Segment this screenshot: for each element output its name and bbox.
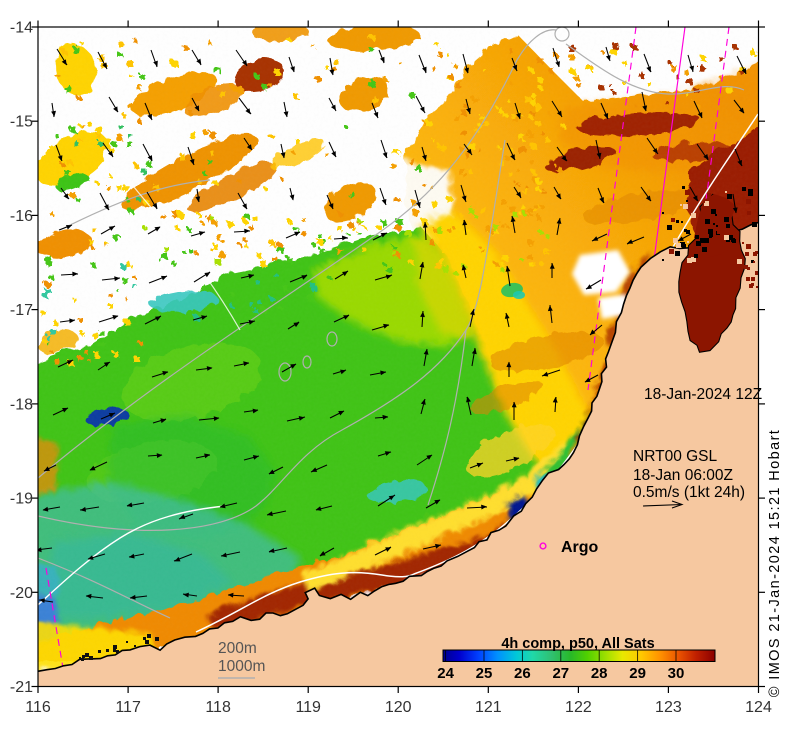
svg-text:30: 30 (668, 665, 685, 682)
svg-text:24: 24 (437, 665, 454, 682)
svg-text:-21: -21 (10, 679, 33, 696)
svg-text:29: 29 (629, 665, 646, 682)
svg-text:18-Jan-2024 12Z: 18-Jan-2024 12Z (644, 386, 762, 403)
svg-text:-17: -17 (10, 302, 33, 319)
svg-text:26: 26 (514, 665, 531, 682)
svg-text:NRT00 GSL: NRT00 GSL (633, 448, 718, 465)
svg-text:123: 123 (655, 699, 682, 716)
svg-text:-18: -18 (10, 396, 33, 413)
svg-text:121: 121 (475, 699, 502, 716)
svg-text:28: 28 (591, 665, 608, 682)
svg-text:124: 124 (745, 699, 772, 716)
svg-text:120: 120 (385, 699, 412, 716)
svg-text:1000m: 1000m (218, 658, 265, 675)
svg-text:Argo: Argo (561, 539, 599, 556)
svg-text:119: 119 (295, 699, 321, 716)
svg-text:18-Jan 06:00Z: 18-Jan 06:00Z (633, 467, 733, 484)
svg-text:-20: -20 (10, 585, 33, 602)
svg-text:4h comp, p50, All Sats: 4h comp, p50, All Sats (501, 636, 654, 652)
svg-text:27: 27 (552, 665, 569, 682)
svg-text:117: 117 (115, 699, 141, 716)
svg-text:-19: -19 (10, 491, 33, 508)
svg-text:© IMOS 21-Jan-2024 15:21 Hobar: © IMOS 21-Jan-2024 15:21 Hobart (767, 429, 783, 697)
svg-text:200m: 200m (218, 640, 257, 657)
svg-text:116: 116 (25, 699, 51, 716)
svg-text:-16: -16 (10, 208, 33, 225)
svg-text:-15: -15 (10, 114, 33, 131)
svg-text:122: 122 (565, 699, 592, 716)
svg-text:25: 25 (476, 665, 493, 682)
svg-text:118: 118 (205, 699, 231, 716)
svg-text:-14: -14 (10, 20, 33, 37)
svg-text:0.5m/s (1kt 24h): 0.5m/s (1kt 24h) (633, 484, 745, 501)
